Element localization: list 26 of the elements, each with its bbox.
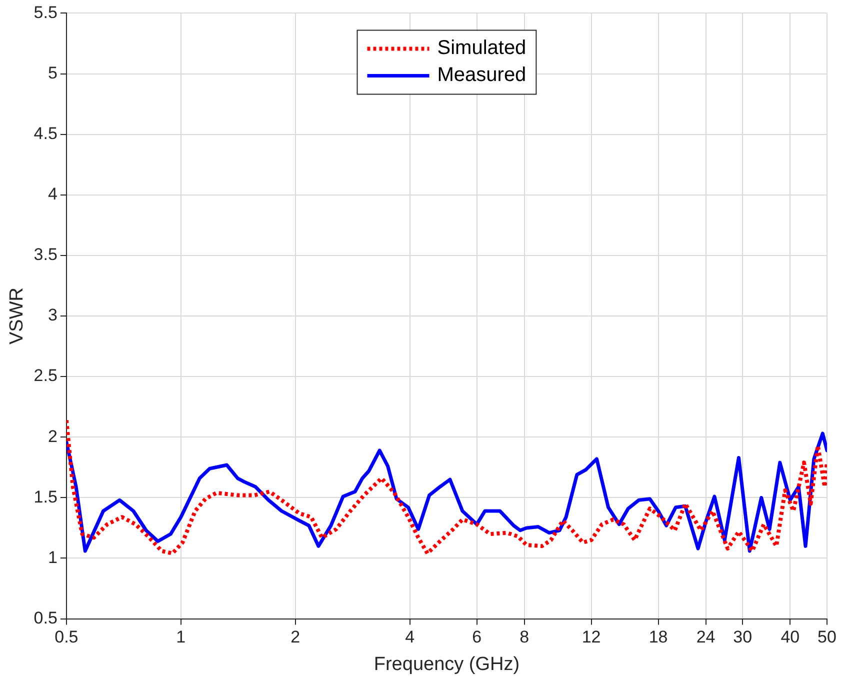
x-tick-label: 18 — [648, 628, 668, 647]
x-tick-label: 6 — [472, 628, 482, 647]
legend-label: Measured — [437, 64, 526, 86]
x-tick-label: 12 — [582, 628, 601, 647]
x-tick-label: 4 — [405, 628, 415, 647]
y-tick-label: 1.5 — [34, 487, 58, 506]
y-tick-label: 1 — [48, 548, 58, 567]
y-tick-label: 0.5 — [34, 608, 58, 628]
x-tick-label: 30 — [733, 628, 752, 647]
y-tick-label: 4.5 — [34, 124, 58, 144]
legend-label: Simulated — [437, 37, 526, 60]
x-tick-label: 1 — [176, 628, 186, 647]
y-tick-label: 2.5 — [34, 366, 58, 386]
y-tick-label: 3.5 — [34, 245, 58, 264]
y-tick-label: 5.5 — [34, 2, 58, 22]
x-tick-label: 8 — [520, 628, 530, 647]
y-tick-label: 4 — [48, 184, 58, 204]
x-tick-label: 24 — [696, 628, 716, 647]
y-tick-label: 2 — [48, 426, 58, 446]
y-axis-title: VSWR — [6, 288, 28, 344]
x-axis-title: Frequency (GHz) — [374, 654, 520, 675]
x-tick-label: 50 — [818, 628, 836, 647]
x-tick-label: 40 — [780, 628, 800, 647]
y-tick-label: 5 — [48, 63, 58, 82]
x-tick-label: 2 — [290, 628, 300, 647]
y-tick-label: 3 — [48, 306, 58, 325]
